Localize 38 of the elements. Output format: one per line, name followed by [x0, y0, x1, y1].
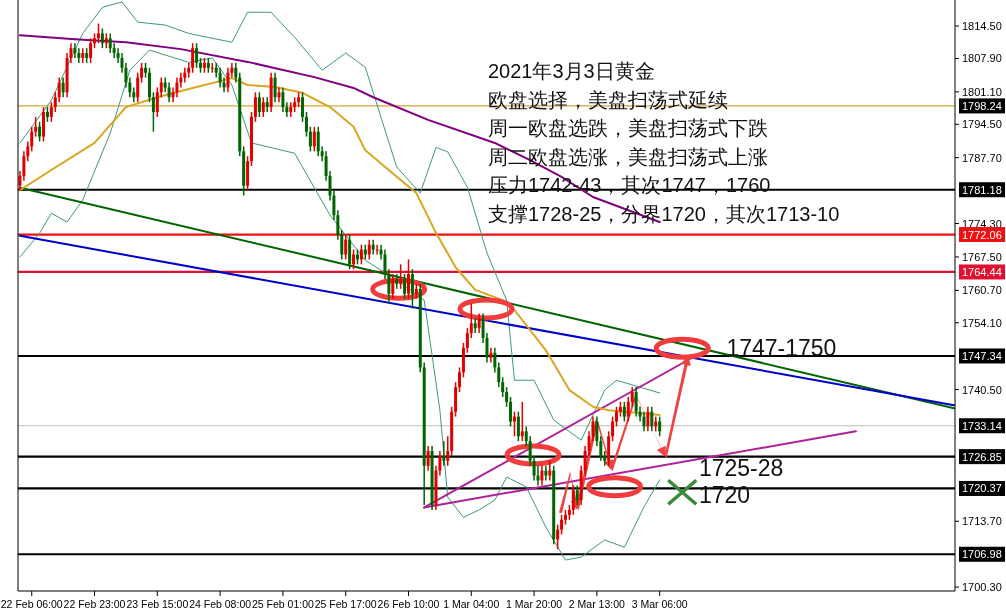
y-tick-label: 1740.50	[962, 383, 1002, 396]
y-tick-label: 1754.10	[962, 316, 1002, 329]
y-tick-label: 1801.10	[962, 85, 1002, 98]
x-tick-label: 22 Feb 06:00	[0, 598, 63, 610]
ref-line-label: 1764.44	[962, 265, 1002, 278]
x-tick-label: 25 Feb 17:00	[314, 598, 377, 610]
ref-line-label: 1798.24	[962, 99, 1002, 112]
x-tick-label: 26 Feb 10:00	[377, 598, 440, 610]
ref-line-label: 1781.18	[962, 183, 1002, 196]
ref-line-label: 1733.14	[962, 419, 1002, 432]
x-tick-label: 24 Feb 08:00	[189, 598, 252, 610]
x-tick-label: 3 Mar 06:00	[631, 598, 688, 610]
annotation: 周一欧盘选跌，美盘扫荡式下跌	[488, 117, 768, 139]
ref-line-label: 1726.85	[962, 450, 1002, 463]
y-tick-label: 1807.90	[962, 52, 1002, 65]
ref-line-label: 1720.37	[962, 482, 1002, 495]
x-tick-label: 23 Feb 15:00	[126, 598, 189, 610]
y-tick-label: 1767.50	[962, 250, 1002, 263]
ref-line-label: 1747.34	[962, 349, 1002, 362]
x-tick-label: 22 Feb 23:00	[63, 598, 126, 610]
ref-line-label: 1706.98	[962, 548, 1002, 561]
annotation: 1747-1750	[726, 334, 837, 361]
y-tick-label: 1774.30	[962, 217, 1002, 230]
ref-line-label: 1772.06	[962, 228, 1002, 241]
x-tick-label: 1 Mar 04:00	[443, 598, 500, 610]
y-tick-label: 1794.50	[962, 118, 1002, 131]
x-tick-label: 1 Mar 20:00	[506, 598, 563, 610]
y-tick-label: 1814.50	[962, 20, 1002, 33]
annotation: 1720	[698, 482, 751, 509]
x-tick-label: 2 Mar 13:00	[568, 598, 626, 610]
y-tick-label: 1787.70	[962, 151, 1002, 164]
y-tick-label: 1713.70	[962, 515, 1002, 528]
y-tick-label: 1760.70	[962, 284, 1002, 297]
text: 2021年3月3日黄金	[488, 60, 655, 82]
y-tick-label: 1700.30	[962, 581, 1002, 594]
annotation: 1725-28	[698, 455, 784, 482]
x-tick-label: 25 Feb 01:00	[251, 598, 315, 610]
annotation: 欧盘选择，美盘扫荡式延续	[488, 88, 728, 111]
